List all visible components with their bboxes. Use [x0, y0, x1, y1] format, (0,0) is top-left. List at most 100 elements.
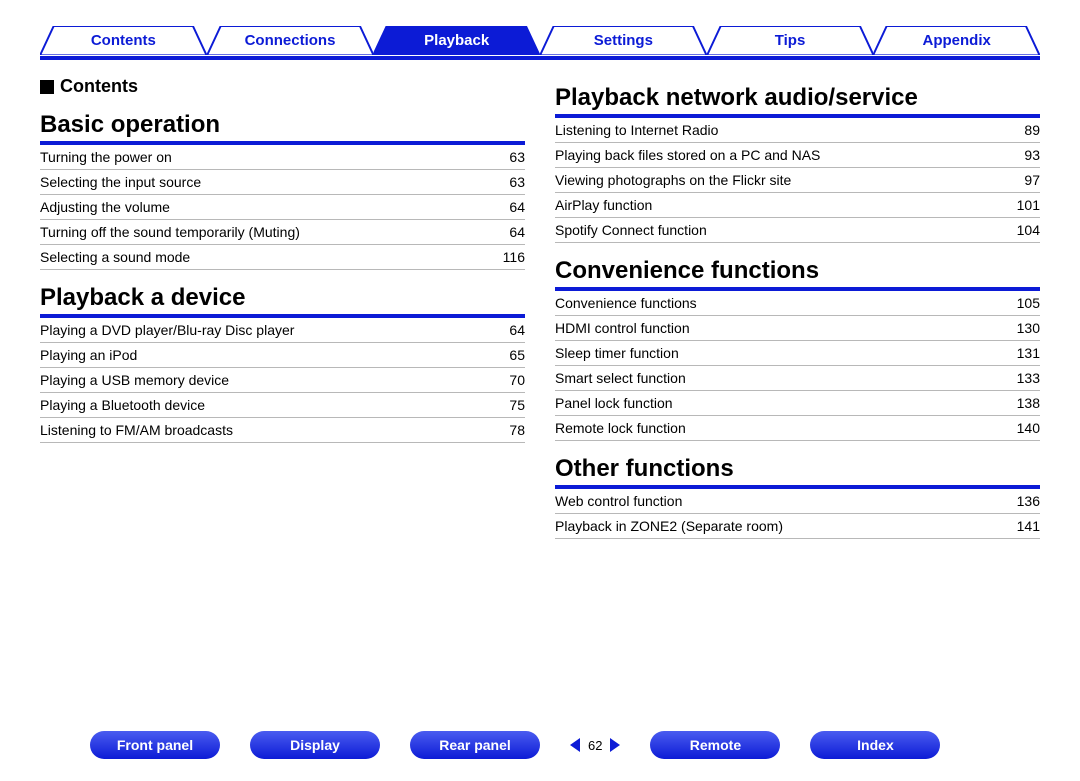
- toc-row-page: 65: [501, 347, 525, 363]
- toc-row-label: Selecting a sound mode: [40, 249, 190, 265]
- toc-row[interactable]: Turning off the sound temporarily (Mutin…: [40, 220, 525, 245]
- toc-row-label: Convenience functions: [555, 295, 697, 311]
- toc-row-label: Adjusting the volume: [40, 199, 170, 215]
- toc-row-page: 63: [501, 149, 525, 165]
- toc-row-page: 101: [1009, 197, 1040, 213]
- tab-connections[interactable]: Connections: [207, 26, 374, 56]
- toc-row-page: 64: [501, 199, 525, 215]
- bottom-nav: Front panel Display Rear panel 62 Remote Inde…: [0, 731, 1080, 759]
- toc-row[interactable]: Smart select function 133: [555, 366, 1040, 391]
- page-body: Contents Basic operationTurning the powe…: [40, 70, 1040, 539]
- toc-row-page: 75: [501, 397, 525, 413]
- toc-row-label: Sleep timer function: [555, 345, 679, 361]
- toc-row-page: 64: [501, 322, 525, 338]
- toc-row-page: 116: [495, 249, 525, 265]
- toc-row-label: Playing a Bluetooth device: [40, 397, 205, 413]
- toc-row-label: Spotify Connect function: [555, 222, 707, 238]
- nav-pill-label: Rear panel: [410, 731, 540, 759]
- toc-row-label: Playing a DVD player/Blu-ray Disc player: [40, 322, 294, 338]
- toc-row-label: Viewing photographs on the Flickr site: [555, 172, 791, 188]
- toc-row-page: 140: [1009, 420, 1040, 436]
- toc-row[interactable]: Turning the power on 63: [40, 145, 525, 170]
- toc-row-label: Selecting the input source: [40, 174, 201, 190]
- toc-row[interactable]: Playing an iPod 65: [40, 343, 525, 368]
- toc-row-label: Listening to FM/AM broadcasts: [40, 422, 233, 438]
- toc-row-label: Smart select function: [555, 370, 686, 386]
- toc-row-page: 131: [1009, 345, 1040, 361]
- toc-row[interactable]: HDMI control function 130: [555, 316, 1040, 341]
- toc-row-page: 104: [1009, 222, 1040, 238]
- toc-row-label: Playing a USB memory device: [40, 372, 229, 388]
- section-title: Convenience functions: [555, 257, 1040, 291]
- toc-row[interactable]: Playing back files stored on a PC and NA…: [555, 143, 1040, 168]
- section-title: Playback network audio/service: [555, 84, 1040, 118]
- page-number-group: 62: [570, 738, 620, 753]
- toc-row[interactable]: Playing a DVD player/Blu-ray Disc player…: [40, 318, 525, 343]
- tab-label: Contents: [91, 32, 156, 49]
- section-title: Basic operation: [40, 111, 525, 145]
- toc-row[interactable]: Playback in ZONE2 (Separate room) 141: [555, 514, 1040, 539]
- square-bullet-icon: [40, 80, 54, 94]
- toc-row-page: 133: [1009, 370, 1040, 386]
- tab-settings[interactable]: Settings: [540, 26, 707, 56]
- toc-row-label: Playback in ZONE2 (Separate room): [555, 518, 783, 534]
- toc-row[interactable]: Adjusting the volume 64: [40, 195, 525, 220]
- nav-pill-remote[interactable]: Remote: [650, 731, 780, 759]
- nav-pill-display[interactable]: Display: [250, 731, 380, 759]
- toc-row-page: 64: [501, 224, 525, 240]
- toc-row-label: HDMI control function: [555, 320, 690, 336]
- top-nav: Contents Connections Playback Settings Tips A…: [40, 20, 1040, 60]
- tab-appendix[interactable]: Appendix: [873, 26, 1040, 56]
- tab-tips[interactable]: Tips: [707, 26, 874, 56]
- nav-pill-label: Display: [250, 731, 380, 759]
- page-number: 62: [588, 738, 602, 753]
- tab-label: Connections: [245, 32, 336, 49]
- toc-row[interactable]: AirPlay function 101: [555, 193, 1040, 218]
- nav-pill-label: Front panel: [90, 731, 220, 759]
- nav-pill-rear-panel[interactable]: Rear panel: [410, 731, 540, 759]
- toc-row[interactable]: Sleep timer function 131: [555, 341, 1040, 366]
- toc-row-label: Turning off the sound temporarily (Mutin…: [40, 224, 300, 240]
- toc-row[interactable]: Listening to Internet Radio 89: [555, 118, 1040, 143]
- toc-row-page: 141: [1009, 518, 1040, 534]
- right-column: Playback network audio/serviceListening …: [555, 70, 1040, 539]
- next-page-icon[interactable]: [610, 738, 620, 752]
- toc-row[interactable]: Selecting a sound mode 116: [40, 245, 525, 270]
- toc-row-label: Listening to Internet Radio: [555, 122, 718, 138]
- toc-row[interactable]: Playing a Bluetooth device 75: [40, 393, 525, 418]
- tab-label: Playback: [424, 32, 489, 49]
- toc-row[interactable]: Panel lock function138: [555, 391, 1040, 416]
- tab-label: Appendix: [923, 32, 991, 49]
- toc-row-page: 136: [1009, 493, 1040, 509]
- section-title: Other functions: [555, 455, 1040, 489]
- toc-row-page: 70: [501, 372, 525, 388]
- nav-pill-front-panel[interactable]: Front panel: [90, 731, 220, 759]
- toc-row[interactable]: Playing a USB memory device 70: [40, 368, 525, 393]
- toc-row[interactable]: Remote lock function 140: [555, 416, 1040, 441]
- toc-row-page: 138: [1009, 395, 1040, 411]
- toc-row-label: Playing an iPod: [40, 347, 137, 363]
- toc-row[interactable]: Selecting the input source63: [40, 170, 525, 195]
- tab-playback[interactable]: Playback: [373, 26, 540, 56]
- prev-page-icon[interactable]: [570, 738, 580, 752]
- toc-row[interactable]: Spotify Connect function 104: [555, 218, 1040, 243]
- toc-row[interactable]: Convenience functions105: [555, 291, 1040, 316]
- toc-row-label: Turning the power on: [40, 149, 172, 165]
- toc-row-page: 89: [1016, 122, 1040, 138]
- left-column: Contents Basic operationTurning the powe…: [40, 70, 525, 539]
- toc-row[interactable]: Viewing photographs on the Flickr site 97: [555, 168, 1040, 193]
- toc-row-page: 78: [501, 422, 525, 438]
- toc-row-page: 130: [1009, 320, 1040, 336]
- toc-row-label: Playing back files stored on a PC and NA…: [555, 147, 820, 163]
- toc-row[interactable]: Web control function136: [555, 489, 1040, 514]
- toc-row-page: 97: [1016, 172, 1040, 188]
- toc-row[interactable]: Listening to FM/AM broadcasts 78: [40, 418, 525, 443]
- tab-contents[interactable]: Contents: [40, 26, 207, 56]
- toc-row-label: Remote lock function: [555, 420, 686, 436]
- contents-heading-label: Contents: [60, 76, 138, 97]
- tab-label: Settings: [594, 32, 653, 49]
- tab-label: Tips: [775, 32, 806, 49]
- toc-row-label: AirPlay function: [555, 197, 652, 213]
- contents-heading: Contents: [40, 76, 525, 97]
- nav-pill-index[interactable]: Index: [810, 731, 940, 759]
